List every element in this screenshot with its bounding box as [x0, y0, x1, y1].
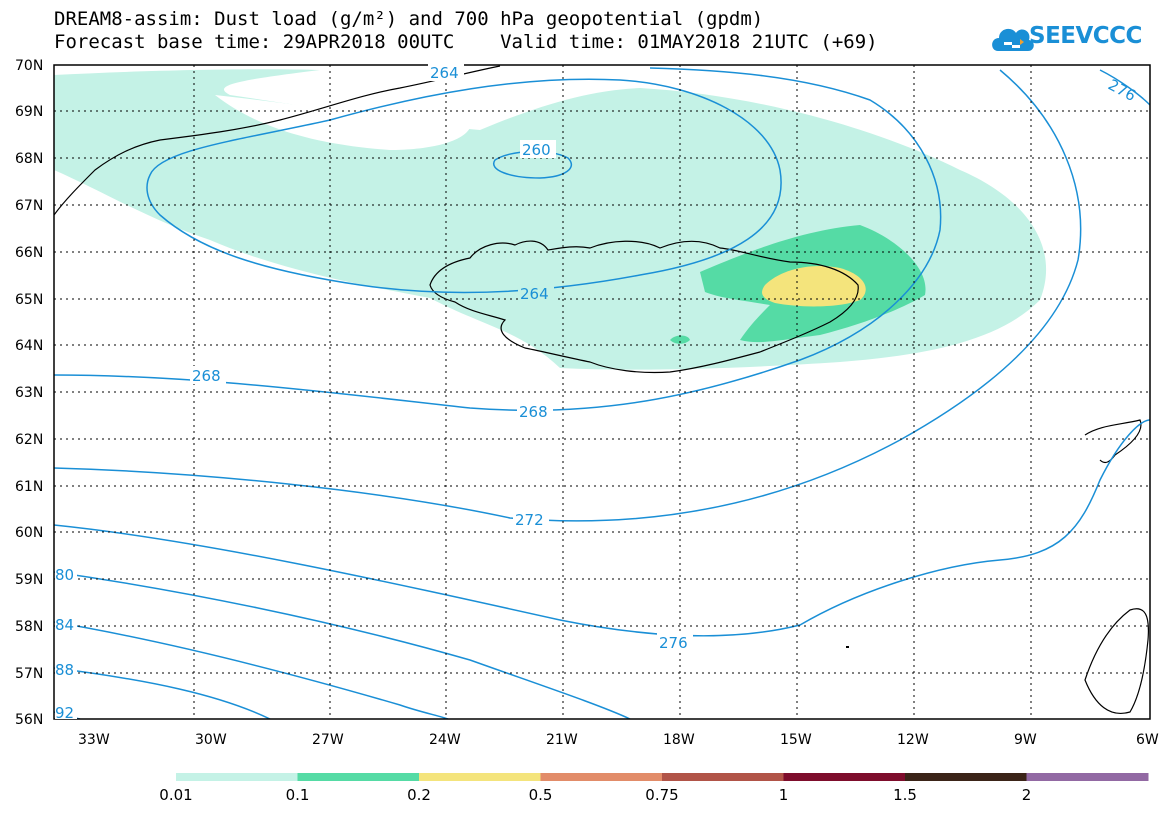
lon-label: 6W — [1136, 732, 1159, 748]
colorbar-swatch — [783, 773, 906, 781]
lat-label: 69N — [15, 104, 43, 120]
dust-0.2-region — [762, 265, 866, 307]
lat-label: 59N — [15, 572, 43, 588]
cloud-icon — [992, 28, 1034, 51]
contour-label: 264 — [430, 64, 459, 82]
lat-label: 67N — [15, 198, 43, 214]
colorbar-swatch — [540, 773, 663, 781]
lat-label: 60N — [15, 525, 43, 541]
colorbar-swatch — [662, 773, 784, 781]
colorbar-swatch — [905, 773, 1027, 781]
forecast-time-subtitle: Forecast base time: 29APR2018 00UTC Vali… — [54, 31, 878, 53]
contour-label: 268 — [192, 367, 221, 385]
colorbar-label: 0.2 — [407, 786, 431, 804]
contour-276 — [54, 419, 1150, 637]
faroe-coastline — [1084, 419, 1142, 464]
contour-label: 264 — [520, 285, 549, 303]
map-frame — [53, 64, 1151, 720]
lat-label: 70N — [15, 58, 43, 74]
colorbar-label: 1 — [778, 786, 789, 804]
lat-label: 56N — [15, 712, 43, 728]
contour-label: 268 — [519, 403, 548, 421]
lat-label: 58N — [15, 619, 43, 635]
lat-label: 66N — [15, 245, 43, 261]
scotland-coastline — [1084, 608, 1150, 714]
colorbar-label: 0.01 — [159, 786, 193, 804]
contour-label: 260 — [522, 141, 551, 159]
contour-288 — [54, 667, 271, 719]
colorbar — [176, 773, 1149, 781]
lat-label: 65N — [15, 292, 43, 308]
contour-label: 272 — [515, 511, 544, 529]
colorbar-label: 0.75 — [645, 786, 679, 804]
logo-text: SEEVCCC — [1029, 23, 1142, 49]
lat-label: 63N — [15, 385, 43, 401]
lon-label: 24W — [429, 732, 461, 748]
contour-label: 92 — [55, 704, 74, 722]
lon-label: 27W — [312, 732, 344, 748]
lon-label: 33W — [78, 732, 110, 748]
contour-label: 84 — [55, 616, 74, 634]
contour-264 — [146, 78, 782, 294]
contour-label: 276 — [659, 634, 688, 652]
lat-label: 68N — [15, 151, 43, 167]
lon-label: 15W — [780, 732, 812, 748]
colorbar-label: 2 — [1021, 786, 1032, 804]
colorbar-label: 0.1 — [285, 786, 310, 804]
contour-272 — [54, 69, 1082, 522]
colorbar-swatch — [176, 773, 298, 781]
lat-label: 62N — [15, 432, 43, 448]
lat-label: 57N — [15, 666, 43, 682]
contour-label: 276 — [1105, 76, 1139, 105]
greenland-coastline — [54, 65, 501, 216]
colorbar-label: 1.5 — [893, 786, 917, 804]
dust-0.01-region — [54, 69, 1047, 370]
contour-284 — [54, 621, 449, 719]
map-title: DREAM8-assim: Dust load (g/m²) and 700 h… — [54, 8, 764, 30]
colorbar-label: 0.5 — [528, 786, 553, 804]
lon-label: 18W — [663, 732, 695, 748]
lon-label: 12W — [897, 732, 929, 748]
contour-label: 80 — [55, 566, 74, 584]
contour-label: 88 — [55, 661, 74, 679]
colorbar-swatch — [1026, 773, 1149, 781]
lat-label: 61N — [15, 479, 43, 495]
colorbar-swatch — [419, 773, 541, 781]
lat-label: 64N — [15, 338, 43, 354]
lon-label: 30W — [195, 732, 227, 748]
contour-280 — [54, 571, 631, 719]
contour-276-ne — [1099, 69, 1150, 106]
iceland-coastline — [429, 240, 859, 374]
graticule — [54, 65, 1150, 719]
colorbar-swatch — [297, 773, 420, 781]
lon-label: 9W — [1014, 732, 1037, 748]
contour-268 — [54, 67, 942, 412]
lon-label: 21W — [546, 732, 578, 748]
